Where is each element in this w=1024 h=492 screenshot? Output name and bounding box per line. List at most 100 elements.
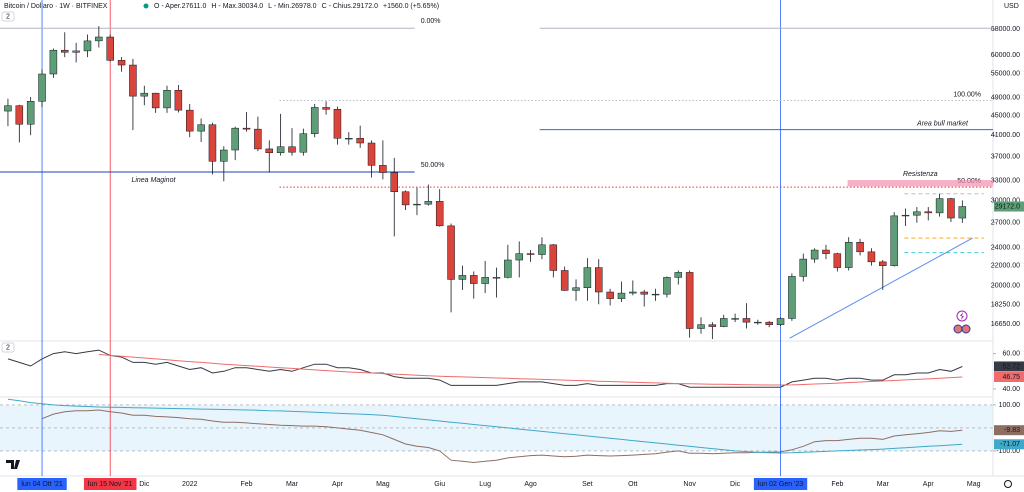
candle-body	[242, 127, 251, 130]
candle-body	[413, 203, 421, 206]
candle-body	[208, 124, 217, 162]
event-icon[interactable]	[956, 310, 968, 322]
candle-body	[765, 321, 773, 325]
zone-label: Resistenza	[903, 171, 938, 178]
y-tick-label: 30000.00	[991, 197, 1020, 204]
candle-body	[935, 198, 944, 214]
candle-body	[276, 146, 285, 154]
last-value-label: -9.83	[1004, 427, 1020, 434]
event-flag[interactable]	[953, 324, 963, 334]
candle-body	[435, 201, 444, 227]
indicator-line	[7, 398, 963, 454]
candle-body	[481, 277, 489, 284]
x-tick-label: Ago	[524, 481, 537, 488]
candle-body	[708, 324, 717, 327]
candle-body	[117, 60, 126, 66]
candle-body	[879, 261, 887, 266]
x-tick-label: Feb	[241, 481, 253, 488]
candle-body	[504, 259, 512, 278]
level-label: Linea Maginot	[131, 177, 176, 184]
candle-body	[719, 318, 728, 327]
candle-body	[424, 201, 433, 205]
gear[interactable]	[1004, 480, 1012, 488]
candle-body	[663, 277, 671, 295]
candle-body	[185, 109, 194, 132]
candle-body	[901, 214, 910, 217]
ohlc-legend: +1560.0 (+5.65%)	[383, 3, 439, 10]
candle-body	[140, 92, 149, 97]
event-icon-glyph	[960, 312, 964, 320]
candle-body	[538, 244, 546, 255]
candle-body	[15, 105, 24, 125]
candle-body	[26, 101, 35, 125]
x-tick-label: Apr	[923, 481, 935, 488]
candle-body	[856, 241, 864, 253]
x-tick-label: Ott	[628, 481, 637, 488]
x-tick-label: Mag	[376, 481, 390, 488]
x-tick-label-box	[17, 478, 67, 490]
candle-body	[526, 253, 535, 255]
candle-body	[356, 138, 364, 144]
candle-body	[379, 165, 387, 173]
candle-body	[288, 146, 296, 153]
candle-body	[731, 318, 739, 320]
last-value-label: 52.72	[1002, 363, 1020, 370]
candle-body	[515, 253, 523, 261]
y-tick-label: 60.00	[1002, 350, 1020, 357]
event-flag[interactable]	[961, 324, 971, 334]
fib-label: 0.00%	[421, 18, 441, 25]
y-tick-label: 37000.00	[991, 154, 1020, 161]
y-tick-label: 55000.00	[991, 70, 1020, 77]
price-label-box	[994, 201, 1024, 212]
x-tick-label: lun 15 Nov '21	[88, 481, 133, 488]
x-tick-label: lun 02 Gen '23	[758, 481, 803, 488]
candle-body	[617, 292, 626, 299]
candle-body	[583, 267, 592, 288]
candle-body	[674, 272, 683, 278]
settings-icon[interactable]	[1004, 480, 1012, 488]
x-tick-label: Nov	[683, 481, 696, 488]
last-value-label: 46.75	[1002, 374, 1020, 381]
y-tick-label: 100.00	[999, 402, 1021, 409]
fib-label: 50.00%	[421, 162, 445, 169]
x-tick-label: Dic	[730, 481, 741, 488]
candle-body	[265, 148, 274, 154]
candle-body	[776, 318, 785, 325]
event-icons[interactable]	[953, 310, 971, 334]
tv-logo	[6, 460, 20, 469]
y-tick-label: 20000.00	[991, 282, 1020, 289]
candle-body	[560, 270, 569, 291]
candle-body	[947, 198, 955, 219]
x-tick-label: Mar	[877, 481, 890, 488]
candle-body	[333, 109, 342, 139]
indicator-line	[41, 409, 963, 464]
candle-body	[595, 267, 603, 293]
level-label: Area bull market	[916, 120, 969, 127]
last-value-label: -71.07	[1000, 441, 1020, 448]
candle-body	[231, 127, 239, 151]
ohlc-legend: L - Min.26978.0	[268, 3, 316, 10]
candle-body	[629, 291, 637, 294]
candle-body	[651, 293, 660, 296]
y-tick-label: 49000.00	[991, 95, 1020, 102]
y-tick-label: 40.00	[1002, 386, 1020, 393]
last-value-box	[994, 439, 1024, 450]
candle-body	[867, 251, 876, 263]
candle-body	[890, 215, 898, 266]
band	[0, 404, 993, 451]
candle-body	[958, 206, 967, 219]
x-tick-label: Mar	[286, 481, 299, 488]
last-value-box	[994, 425, 1024, 436]
candle-body	[606, 291, 614, 299]
ohlc-legend: O - Aper.27611.0	[154, 3, 207, 10]
x-tick-label: lun 04 Ott '21	[21, 481, 63, 488]
pane-badge: 2	[6, 13, 10, 20]
candle-body	[470, 275, 478, 284]
candle-body	[810, 249, 819, 260]
candle-body	[163, 90, 171, 109]
candle-body	[458, 275, 467, 280]
last-value-box	[994, 361, 1024, 372]
candle-body	[310, 107, 319, 134]
